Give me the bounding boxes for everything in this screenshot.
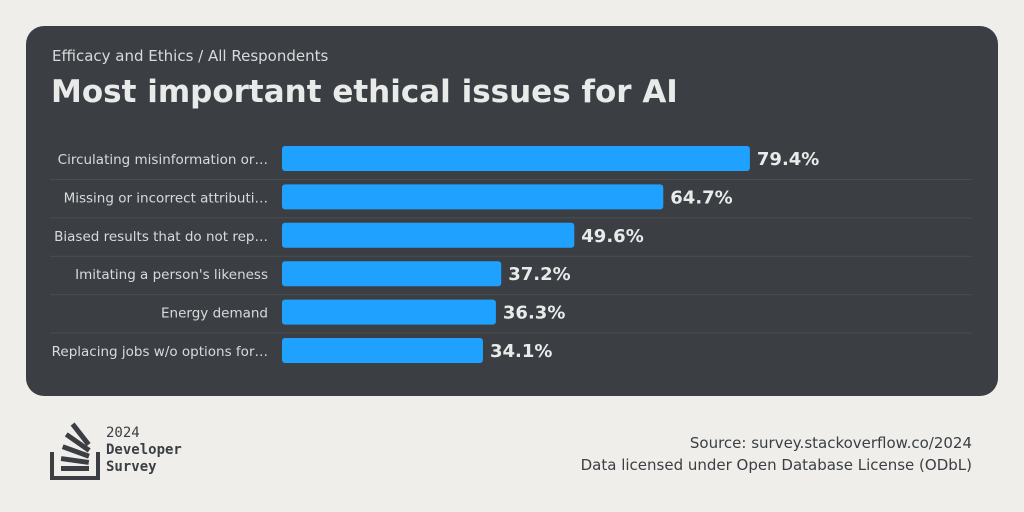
chart-card: Efficacy and Ethics / All Respondents Mo… — [26, 26, 998, 396]
logo-developer: Developer — [106, 442, 182, 458]
survey-logo-text: 2024 Developer Survey — [106, 425, 182, 476]
category-label: Biased results that do not rep… — [54, 229, 268, 245]
stack-overflow-logo-icon — [50, 422, 100, 480]
category-label: Circulating misinformation or… — [58, 152, 268, 168]
value-label: 49.6% — [581, 226, 643, 247]
value-label: 64.7% — [670, 187, 732, 208]
category-label: Replacing jobs w/o options for… — [52, 344, 268, 360]
bar[interactable] — [282, 184, 664, 210]
logo-year: 2024 — [106, 425, 140, 441]
chart-title: Most important ethical issues for AI — [51, 74, 678, 110]
category-label: Imitating a person's likeness — [75, 267, 268, 283]
license-text: Data licensed under Open Database Licens… — [580, 456, 972, 474]
source-info: Source: survey.stackoverflow.co/2024 Dat… — [581, 432, 972, 476]
bar[interactable] — [282, 338, 483, 363]
breadcrumb: Efficacy and Ethics / All Respondents — [52, 47, 329, 65]
value-label: 36.3% — [503, 303, 565, 324]
value-label: 34.1% — [490, 341, 552, 362]
source-link[interactable]: Source: survey.stackoverflow.co/2024 — [689, 434, 972, 452]
category-label: Missing or incorrect attributi… — [64, 190, 268, 206]
value-label: 37.2% — [508, 264, 570, 285]
bar[interactable] — [282, 222, 575, 248]
logo-survey: Survey — [106, 459, 157, 475]
bar[interactable] — [282, 299, 496, 325]
category-label: Energy demand — [161, 306, 268, 322]
bar[interactable] — [282, 146, 750, 171]
value-label: 79.4% — [757, 149, 819, 170]
bar[interactable] — [282, 261, 502, 287]
